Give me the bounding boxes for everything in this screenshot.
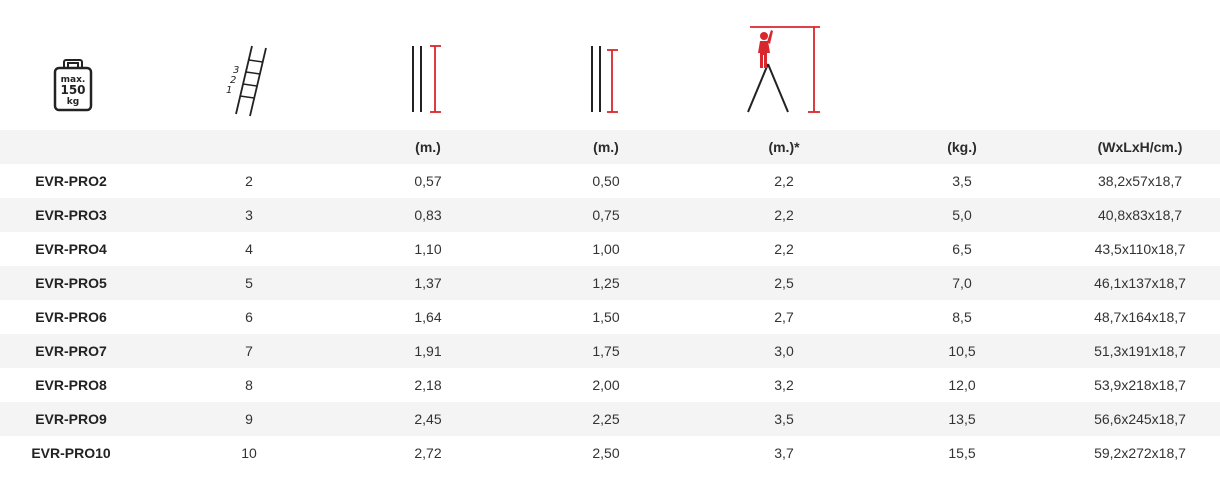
cell-platform-height: 2,00	[592, 377, 620, 393]
platform-height-icon	[591, 46, 618, 113]
cell-model: EVR-PRO9	[35, 411, 107, 427]
cell-platform-height: 0,50	[592, 173, 620, 189]
cell-platform-height: 0,75	[592, 207, 620, 223]
cell-weight: 15,5	[948, 445, 976, 461]
cell-model: EVR-PRO3	[35, 207, 107, 223]
cell-closed-height: 2,18	[414, 377, 442, 393]
cell-working-height: 2,2	[774, 207, 794, 223]
header-cell-working-height: (m.)*	[768, 139, 800, 155]
cell-weight: 8,5	[952, 309, 972, 325]
cell-dimensions: 43,5x110x18,7	[1094, 241, 1186, 257]
cell-platform-height: 1,25	[592, 275, 620, 291]
cell-working-height: 2,7	[774, 309, 794, 325]
ladder-step-1-label: 1	[226, 85, 232, 96]
cell-weight: 3,5	[952, 173, 972, 189]
cell-steps: 4	[245, 241, 253, 257]
cell-closed-height: 0,57	[414, 173, 442, 189]
cell-platform-height: 1,50	[592, 309, 620, 325]
table-row: EVR-PRO8 8 2,18 2,00 3,2 12,0 53,9x218x18,7	[0, 368, 1220, 402]
cell-steps: 8	[245, 377, 253, 393]
cell-working-height: 3,7	[774, 445, 794, 461]
table-row: EVR-PRO3 3 0,83 0,75 2,2 5,0 40,8x83x18,7	[0, 198, 1220, 232]
table-row: EVR-PRO4 4 1,10 1,00 2,2 6,5 43,5x110x18,7	[0, 232, 1220, 266]
cell-weight: 10,5	[948, 343, 976, 359]
ladder-step-2-label: 2	[230, 75, 236, 86]
table-row: EVR-PRO9 9 2,45 2,25 3,5 13,5 56,6x245x18,7	[0, 402, 1220, 436]
cell-steps: 10	[241, 445, 257, 461]
cell-model: EVR-PRO6	[35, 309, 107, 325]
header-cell-closed-height: (m.)	[415, 139, 441, 155]
cell-model: EVR-PRO10	[31, 445, 111, 461]
table-row: EVR-PRO2 2 0,57 0,50 2,2 3,5 38,2x57x18,7	[0, 164, 1220, 198]
cell-dimensions: 53,9x218x18,7	[1094, 377, 1186, 393]
table-header-row: (m.) (m.) (m.)* (kg.) (WxLxH/cm.)	[0, 130, 1220, 164]
cell-weight: 6,5	[952, 241, 972, 257]
ladder-steps-icon: 3 2 1	[226, 45, 267, 117]
header-cell-weight: (kg.)	[947, 139, 977, 155]
cell-weight: 13,5	[948, 411, 976, 427]
cell-steps: 2	[245, 173, 253, 189]
header-cell-dimensions: (WxLxH/cm.)	[1097, 139, 1183, 155]
cell-platform-height: 2,50	[592, 445, 620, 461]
cell-dimensions: 40,8x83x18,7	[1097, 207, 1183, 223]
cell-dimensions: 48,7x164x18,7	[1094, 309, 1186, 325]
max-weight-icon: max. 150 kg	[53, 59, 93, 112]
table-row: EVR-PRO10 10 2,72 2,50 3,7 15,5 59,2x272x18,7	[0, 436, 1220, 470]
cell-platform-height: 1,75	[592, 343, 620, 359]
cell-closed-height: 2,45	[414, 411, 442, 427]
cell-model: EVR-PRO5	[35, 275, 107, 291]
specs-table: (m.) (m.) (m.)* (kg.) (WxLxH/cm.) EVR-PR…	[0, 130, 1220, 470]
cell-dimensions: 46,1x137x18,7	[1094, 275, 1186, 291]
cell-model: EVR-PRO7	[35, 343, 107, 359]
cell-closed-height: 1,64	[414, 309, 442, 325]
cell-dimensions: 51,3x191x18,7	[1094, 343, 1186, 359]
table-row: EVR-PRO7 7 1,91 1,75 3,0 10,5 51,3x191x18,7	[0, 334, 1220, 368]
cell-steps: 5	[245, 275, 253, 291]
cell-dimensions: 38,2x57x18,7	[1097, 173, 1183, 189]
cell-model: EVR-PRO8	[35, 377, 107, 393]
cell-working-height: 2,5	[774, 275, 794, 291]
cell-model: EVR-PRO2	[35, 173, 107, 189]
closed-height-icon	[412, 45, 441, 113]
cell-weight: 5,0	[952, 207, 972, 223]
icon-header-row: max. 150 kg 3 2 1	[0, 0, 1220, 130]
cell-steps: 3	[245, 207, 253, 223]
cell-dimensions: 56,6x245x18,7	[1094, 411, 1186, 427]
cell-working-height: 3,5	[774, 411, 794, 427]
header-cell-platform-height: (m.)	[593, 139, 619, 155]
cell-working-height: 2,2	[774, 241, 794, 257]
cell-dimensions: 59,2x272x18,7	[1094, 445, 1186, 461]
cell-working-height: 2,2	[774, 173, 794, 189]
working-height-icon	[747, 26, 820, 113]
cell-steps: 9	[245, 411, 253, 427]
cell-closed-height: 2,72	[414, 445, 442, 461]
cell-closed-height: 1,91	[414, 343, 442, 359]
cell-steps: 7	[245, 343, 253, 359]
table-row: EVR-PRO5 5 1,37 1,25 2,5 7,0 46,1x137x18,7	[0, 266, 1220, 300]
weight-label-unit: kg	[67, 97, 79, 107]
cell-weight: 7,0	[952, 275, 972, 291]
cell-weight: 12,0	[948, 377, 976, 393]
ladder-step-3-label: 3	[233, 65, 239, 76]
cell-working-height: 3,0	[774, 343, 794, 359]
weight-label-max: max.	[61, 75, 86, 85]
cell-closed-height: 0,83	[414, 207, 442, 223]
cell-closed-height: 1,37	[414, 275, 442, 291]
cell-closed-height: 1,10	[414, 241, 442, 257]
cell-working-height: 3,2	[774, 377, 794, 393]
cell-platform-height: 1,00	[592, 241, 620, 257]
table-row: EVR-PRO6 6 1,64 1,50 2,7 8,5 48,7x164x18,7	[0, 300, 1220, 334]
cell-steps: 6	[245, 309, 253, 325]
weight-label-value: 150	[60, 83, 85, 97]
cell-model: EVR-PRO4	[35, 241, 107, 257]
cell-platform-height: 2,25	[592, 411, 620, 427]
